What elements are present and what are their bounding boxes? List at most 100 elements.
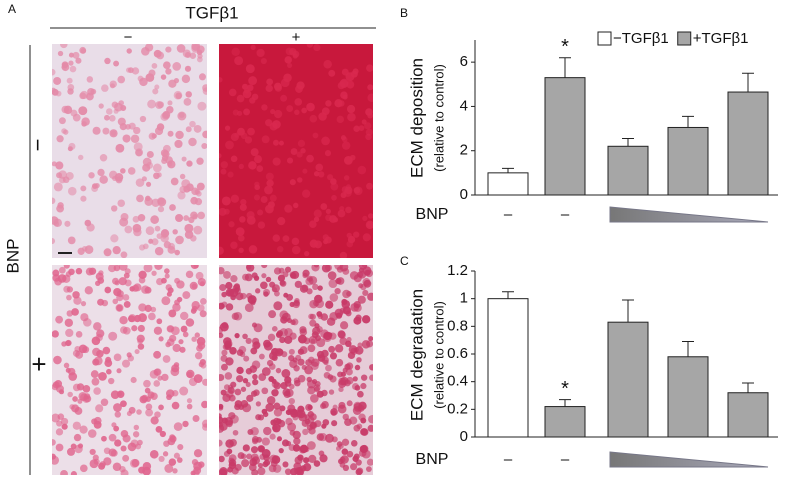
cell bbox=[224, 339, 233, 348]
y-axis-label: ECM degradation bbox=[407, 289, 426, 421]
error-bar bbox=[502, 167, 514, 173]
error-bar bbox=[622, 299, 634, 323]
cell bbox=[290, 319, 296, 326]
cell bbox=[84, 219, 92, 227]
cell bbox=[240, 199, 247, 206]
cell bbox=[183, 215, 190, 221]
cell bbox=[110, 205, 118, 212]
cell bbox=[321, 136, 330, 146]
cell bbox=[327, 174, 334, 181]
cell bbox=[53, 218, 62, 228]
cell bbox=[87, 429, 97, 438]
cell bbox=[95, 404, 104, 413]
cell bbox=[292, 300, 300, 309]
cell bbox=[312, 283, 319, 291]
cell bbox=[182, 291, 191, 300]
cell bbox=[186, 398, 193, 404]
cell bbox=[170, 367, 180, 377]
cell bbox=[162, 110, 171, 119]
cell bbox=[157, 206, 165, 213]
cell bbox=[302, 168, 308, 174]
cell bbox=[232, 284, 241, 293]
cell bbox=[232, 429, 239, 436]
cell bbox=[161, 373, 169, 382]
cell bbox=[63, 362, 70, 369]
cell bbox=[291, 237, 300, 246]
cell bbox=[164, 268, 170, 274]
cell bbox=[230, 275, 238, 283]
cell bbox=[225, 303, 234, 311]
cell bbox=[269, 194, 277, 202]
cell bbox=[247, 429, 254, 435]
cell bbox=[329, 293, 339, 302]
cell bbox=[297, 348, 305, 355]
cell bbox=[260, 196, 268, 204]
cell bbox=[79, 92, 87, 100]
cell bbox=[223, 270, 231, 279]
cell bbox=[130, 439, 139, 448]
cell bbox=[67, 88, 74, 95]
cell bbox=[294, 280, 302, 289]
cell bbox=[136, 409, 142, 415]
cell bbox=[247, 127, 255, 136]
cell bbox=[342, 268, 350, 275]
cell bbox=[307, 344, 316, 353]
cell bbox=[361, 340, 371, 349]
cell bbox=[122, 454, 130, 462]
cell bbox=[262, 461, 269, 468]
cell bbox=[309, 299, 318, 309]
cell bbox=[242, 444, 250, 452]
cell bbox=[310, 338, 316, 344]
cell bbox=[219, 77, 223, 83]
cell bbox=[196, 157, 204, 165]
cell bbox=[355, 314, 362, 322]
cell bbox=[109, 83, 116, 89]
cell bbox=[67, 186, 77, 196]
cell bbox=[303, 457, 310, 464]
cell bbox=[284, 468, 292, 475]
cell bbox=[280, 78, 290, 88]
cell bbox=[279, 310, 289, 320]
y-axis-label: ECM deposition bbox=[407, 58, 426, 178]
cell bbox=[101, 299, 109, 307]
cell bbox=[159, 430, 166, 438]
cell bbox=[219, 439, 223, 447]
cell bbox=[93, 322, 102, 331]
cell bbox=[271, 325, 278, 332]
cell bbox=[328, 389, 335, 395]
cell bbox=[265, 119, 273, 127]
micrograph bbox=[52, 265, 207, 475]
cell bbox=[324, 236, 332, 244]
cell bbox=[219, 332, 224, 339]
cell bbox=[286, 293, 294, 301]
cell bbox=[273, 82, 282, 91]
cell bbox=[57, 413, 65, 420]
cell bbox=[52, 161, 57, 167]
panel-label: C bbox=[400, 254, 409, 268]
cell bbox=[186, 183, 194, 192]
cell bbox=[168, 458, 177, 466]
cell bbox=[92, 347, 101, 357]
cell bbox=[110, 390, 120, 399]
cell bbox=[246, 394, 254, 402]
cell bbox=[130, 134, 140, 144]
cell bbox=[356, 357, 362, 363]
cell bbox=[133, 142, 143, 152]
cell bbox=[52, 68, 56, 76]
cell bbox=[235, 227, 245, 237]
cell bbox=[313, 216, 320, 223]
cell bbox=[124, 279, 132, 287]
cell bbox=[305, 359, 313, 367]
cell bbox=[245, 382, 251, 388]
cell bbox=[58, 170, 67, 179]
cell bbox=[172, 343, 181, 353]
micrographs bbox=[52, 44, 373, 475]
cell bbox=[219, 373, 225, 382]
cell bbox=[151, 270, 157, 276]
cell bbox=[52, 237, 56, 245]
cell bbox=[58, 389, 65, 395]
cell bbox=[341, 448, 349, 455]
cell bbox=[97, 168, 105, 177]
cell bbox=[366, 64, 373, 72]
cell bbox=[320, 203, 328, 210]
